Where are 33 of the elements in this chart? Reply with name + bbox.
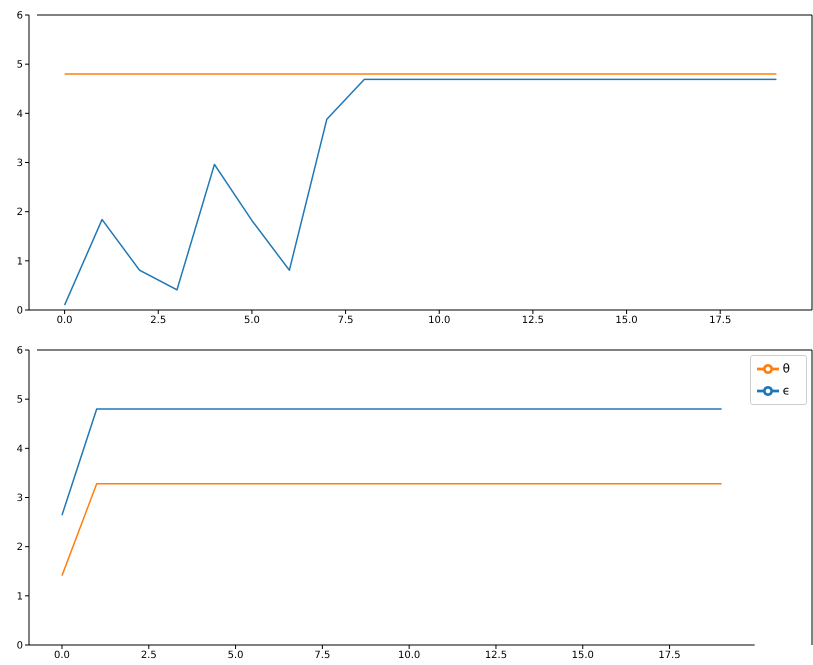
y-tick-label: 2: [16, 542, 23, 554]
y-tick-label: 6: [16, 10, 23, 22]
y-tick-label: 4: [16, 444, 23, 455]
line-series: [64, 78, 778, 306]
y-tick-label: 1: [16, 591, 23, 602]
x-tick-label: 17.5: [709, 315, 732, 326]
x-tick-label: 12.5: [522, 315, 544, 326]
x-tick-label: 0.0: [56, 315, 73, 326]
x-tick-label: 2.5: [140, 650, 157, 662]
x-tick-label: 7.5: [338, 315, 354, 326]
y-tick-label: 1: [16, 256, 23, 268]
x-tick-label: 0.0: [54, 650, 70, 662]
y-tick-label: 6: [16, 346, 23, 357]
x-tick-label: 15.0: [572, 650, 594, 662]
x-tick-label: 5.0: [244, 315, 260, 326]
x-tick-label: 2.5: [150, 315, 166, 326]
x-tick-label: 15.0: [615, 315, 638, 326]
y-tick-label: 5: [16, 60, 23, 71]
y-tick-label: 3: [16, 158, 23, 170]
x-tick-label: 7.5: [314, 650, 330, 662]
y-tick-label: 4: [16, 108, 23, 120]
y-tick-label: 0: [16, 306, 23, 317]
legend-label: θ: [782, 361, 790, 376]
x-tick-label: 17.5: [658, 650, 681, 662]
x-tick-label: 10.0: [398, 650, 420, 662]
y-tick-label: 2: [16, 207, 23, 218]
x-tick-label: 5.0: [228, 650, 244, 662]
legend-label: ϵ: [782, 383, 790, 398]
y-tick-label: 0: [16, 640, 23, 652]
x-tick-label: 12.5: [484, 650, 508, 662]
y-tick-label: 3: [16, 493, 23, 504]
x-tick-label: 10.0: [428, 315, 450, 326]
y-tick-label: 5: [16, 394, 23, 406]
